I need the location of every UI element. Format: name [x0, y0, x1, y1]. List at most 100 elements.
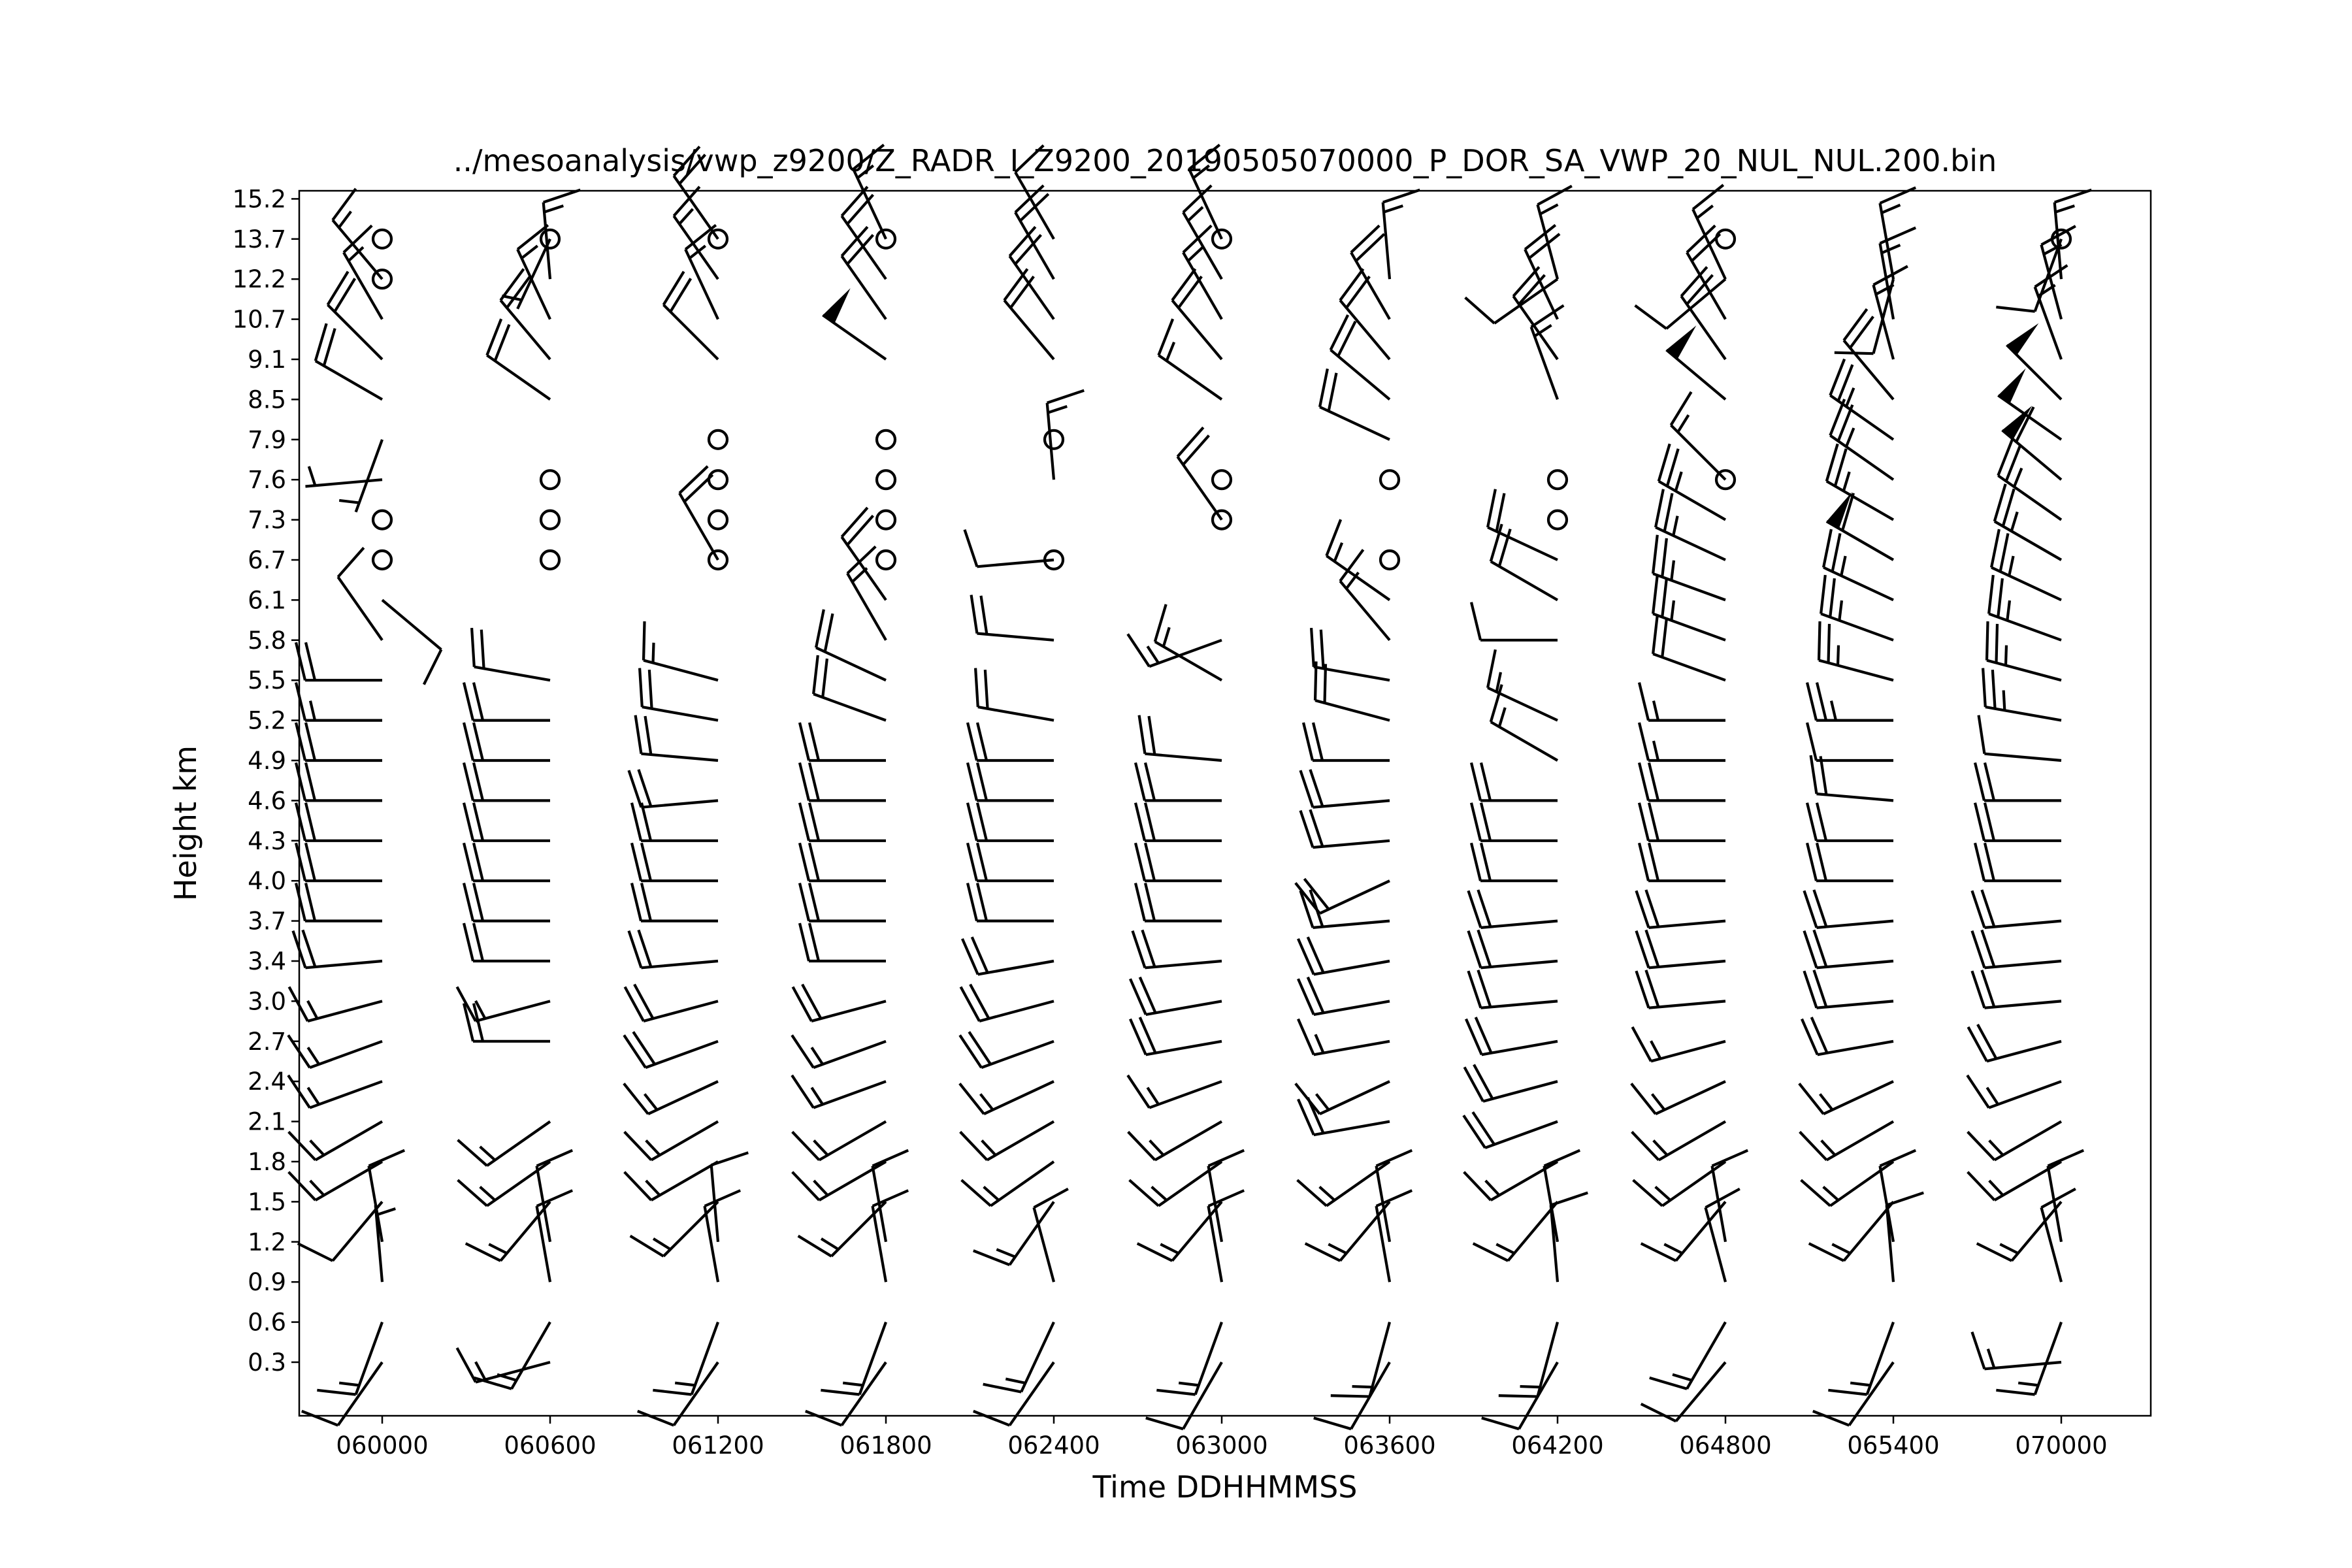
y-tick-label: 6.7 [248, 546, 286, 574]
wind-barb [1829, 358, 1895, 441]
y-axis-ticks: 0.3 0.6 0.9 1.2 1.5 1.8 2.1 2.4 2.7 3.0 3.4 3.7 4.0 4… [233, 185, 299, 1377]
wind-barb [1465, 1017, 1558, 1056]
calm-marker [1546, 509, 1569, 531]
wind-barb [1665, 325, 1727, 401]
y-tick-label: 3.7 [248, 907, 286, 936]
wind-barb [672, 186, 719, 280]
wind-barb [1137, 715, 1222, 762]
wind-barb [1970, 929, 2062, 970]
wind-barb [1182, 224, 1223, 320]
y-tick-label: 1.2 [248, 1228, 286, 1256]
wind-barb [1654, 489, 1726, 561]
wind-barb [1630, 1080, 1726, 1115]
wind-barb [653, 1321, 719, 1396]
calm-marker [875, 228, 897, 250]
y-tick-label: 2.7 [248, 1028, 286, 1056]
wind-barb [1632, 1160, 1727, 1207]
wind-barb [1799, 1120, 1895, 1162]
wind-barb [2040, 1187, 2076, 1282]
wind-barb [960, 1160, 1055, 1207]
wind-barb [1649, 1321, 1727, 1390]
wind-barb [336, 547, 384, 642]
calm-marker [539, 509, 561, 531]
wind-barb [1463, 1064, 1558, 1103]
wind-barb [1318, 368, 1390, 441]
wind-barb [966, 842, 1054, 883]
wind-barb [1156, 1321, 1223, 1396]
y-tick-label: 3.4 [248, 947, 286, 975]
wind-barb [821, 1321, 887, 1396]
wind-barb [1967, 1120, 2063, 1162]
wind-barb [1989, 529, 2062, 602]
wind-barb [1973, 802, 2061, 842]
wind-barb [1825, 443, 1895, 521]
wind-barb [1970, 970, 2062, 1009]
wind-barb [703, 1189, 742, 1282]
wind-barb [1134, 842, 1222, 883]
wind-barb [331, 188, 384, 280]
wind-barb [1640, 1201, 1727, 1262]
calm-marker [1211, 469, 1233, 491]
wind-barb [1973, 762, 2061, 802]
wind-barb [1176, 426, 1223, 521]
wind-barb [634, 715, 719, 762]
wind-barb [535, 1149, 574, 1243]
wind-barb [1801, 1017, 1894, 1056]
wind-barb [338, 439, 384, 513]
wind-barb [1808, 1201, 1895, 1262]
wind-barb [797, 1200, 887, 1258]
wind-barb [542, 188, 581, 280]
x-axis-ticks: 060000 060600 061200 061800 062400 063000 0636… [336, 1416, 2108, 1460]
wind-barb [798, 802, 886, 842]
y-tick-label: 4.3 [248, 827, 286, 855]
y-tick-label: 10.7 [233, 306, 286, 334]
wind-barb [1809, 755, 1894, 802]
calm-marker [539, 469, 561, 491]
wind-barb [1171, 268, 1223, 361]
wind-barb [1652, 574, 1726, 642]
y-tick-label: 8.5 [248, 385, 286, 414]
wind-barb [958, 1080, 1054, 1115]
wind-barb [1878, 186, 1917, 280]
wind-barb [1299, 889, 1390, 929]
y-tick-label: 2.4 [248, 1068, 286, 1096]
wind-barb [966, 762, 1054, 802]
y-tick-label: 4.9 [248, 747, 286, 775]
wind-barb [966, 802, 1054, 842]
wind-barb [1381, 188, 1420, 280]
calm-marker [1714, 469, 1737, 491]
wind-barb [462, 923, 550, 963]
calm-marker [371, 269, 393, 290]
wind-barb [1472, 1201, 1559, 1262]
calm-marker [875, 429, 897, 450]
wind-barb [297, 1201, 384, 1262]
wind-barb [1296, 1160, 1391, 1207]
wind-barb [1462, 1111, 1558, 1149]
wind-barb [314, 323, 384, 401]
wind-barb [1691, 184, 1727, 280]
wind-barb [1299, 769, 1390, 809]
wind-barb [1637, 762, 1725, 802]
wind-barb [1207, 1149, 1245, 1243]
wind-barb [1014, 184, 1055, 280]
wind-barb [1128, 1160, 1223, 1207]
wind-barb [1828, 1321, 1895, 1396]
y-tick-label: 5.8 [248, 627, 286, 655]
wind-barb [1821, 529, 1894, 602]
y-tick-label: 13.7 [233, 225, 286, 253]
wind-barb [1129, 1017, 1222, 1056]
wind-barb [630, 883, 718, 923]
wind-barb [305, 466, 383, 488]
wind-barb [455, 1347, 551, 1384]
y-axis-label: Height km [168, 745, 203, 901]
calm-marker [371, 549, 393, 571]
wind-barb [662, 270, 719, 361]
x-tick-label: 063600 [1343, 1431, 1435, 1460]
calm-marker [875, 509, 897, 531]
wind-barb [1640, 1361, 1727, 1423]
wind-barb [1129, 976, 1222, 1016]
wind-barb [1981, 668, 2062, 722]
wind-barb [291, 929, 383, 970]
wind-barb [1817, 621, 1894, 682]
wind-barb [871, 1149, 909, 1243]
